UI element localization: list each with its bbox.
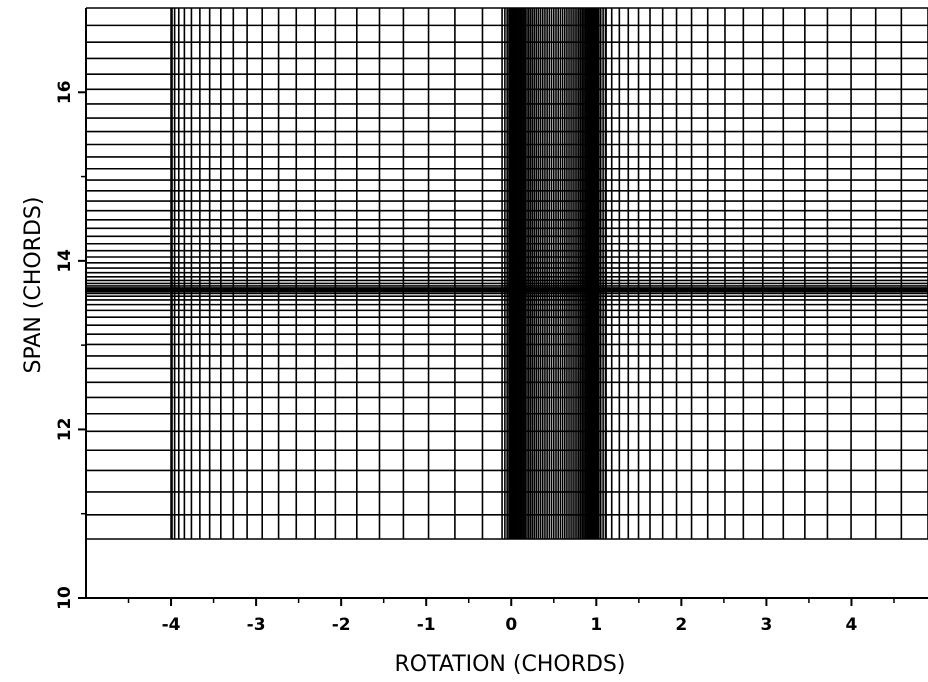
x-tick-label: 0 — [505, 615, 517, 635]
axes — [85, 8, 928, 599]
y-tick-label: 16 — [55, 80, 75, 104]
y-tick-label: 12 — [55, 418, 75, 442]
x-tick-label: 1 — [590, 615, 602, 635]
x-tick-label: -4 — [162, 615, 181, 635]
x-tick-label: -1 — [417, 615, 436, 635]
x-tick-label: -2 — [332, 615, 351, 635]
y-tick-label: 14 — [55, 249, 75, 273]
y-tick-label: 10 — [55, 586, 75, 610]
x-tick-label: -3 — [247, 615, 266, 635]
y-axis-title: SPAN (CHORDS) — [21, 197, 46, 374]
x-axis-title: ROTATION (CHORDS) — [395, 652, 626, 677]
mesh-grid — [86, 7, 928, 540]
x-tick-label: 4 — [846, 615, 858, 635]
x-tick-label: 2 — [675, 615, 687, 635]
x-tick-label: 3 — [760, 615, 772, 635]
